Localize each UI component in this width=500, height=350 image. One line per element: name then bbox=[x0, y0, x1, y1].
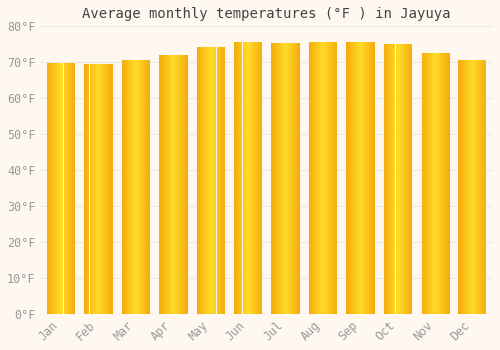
Title: Average monthly temperatures (°F ) in Jayuya: Average monthly temperatures (°F ) in Ja… bbox=[82, 7, 451, 21]
